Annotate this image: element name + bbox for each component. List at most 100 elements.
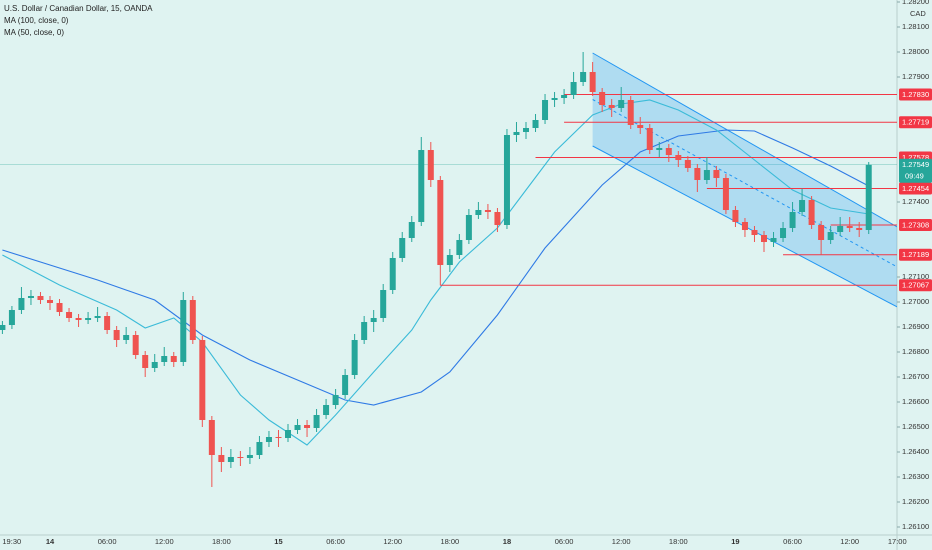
- x-tick-label: 12:00: [155, 537, 174, 546]
- candle-body: [808, 200, 815, 225]
- level-price-box: [899, 279, 932, 292]
- x-tick-label: 12:00: [840, 537, 859, 546]
- candle-body: [865, 164, 872, 230]
- level-price-label: 1.27454: [902, 184, 929, 193]
- candle-body: [142, 355, 149, 368]
- candle-body: [694, 168, 701, 180]
- x-tick-label: 12:00: [612, 537, 631, 546]
- candle-body: [123, 335, 130, 340]
- moving-average: [2, 99, 869, 446]
- y-tick-label: 1.27100: [902, 272, 929, 281]
- candle-body: [846, 226, 853, 228]
- candle-body: [361, 322, 368, 340]
- candle-body: [599, 92, 606, 105]
- candle-body: [580, 72, 587, 82]
- legend-entry: MA (100, close, 0): [4, 16, 69, 25]
- candle-body: [18, 298, 25, 310]
- x-tick-label: 18:00: [212, 537, 231, 546]
- candle-body: [75, 318, 82, 320]
- candle-body: [27, 296, 34, 298]
- candle-body: [304, 425, 311, 428]
- candle-body: [275, 437, 282, 438]
- candle-body: [380, 290, 387, 318]
- candle-body: [342, 375, 349, 395]
- last-price-label: 1.27549: [902, 160, 929, 169]
- level-price-box: [899, 116, 932, 129]
- x-tick-label: 19:30: [2, 537, 21, 546]
- x-tick-label: 18:00: [440, 537, 459, 546]
- y-tick-label: 1.26500: [902, 422, 929, 431]
- candle-body: [85, 318, 92, 320]
- symbol-title: U.S. Dollar / Canadian Dollar, 15, OANDA: [4, 4, 153, 13]
- candle-body: [256, 442, 263, 455]
- countdown-label: 09:49: [905, 172, 924, 181]
- candle-body: [656, 148, 663, 150]
- candle-body: [494, 212, 501, 225]
- plot-area: [0, 52, 897, 487]
- candle-body: [0, 325, 6, 330]
- candle-body: [427, 150, 434, 180]
- candle-body: [94, 316, 101, 318]
- y-tick-label: 1.27900: [902, 72, 929, 81]
- y-tick-label: 1.26900: [902, 322, 929, 331]
- candle-body: [770, 238, 777, 242]
- candle-body: [837, 226, 844, 232]
- level-price-label: 1.27308: [902, 220, 929, 229]
- x-tick-label: 17:00: [888, 537, 907, 546]
- candle-body: [208, 420, 215, 455]
- y-tick-label: 1.28200: [902, 0, 929, 6]
- y-tick-label: 1.26100: [902, 522, 929, 531]
- y-tick-label: 1.26200: [902, 497, 929, 506]
- candle-body: [227, 457, 234, 462]
- candle-body: [570, 82, 577, 95]
- level-price-label: 1.27578: [902, 153, 929, 162]
- moving-average: [2, 129, 869, 406]
- candle-body: [370, 318, 377, 322]
- level-price-label: 1.27067: [902, 281, 929, 290]
- candle-body: [475, 210, 482, 215]
- candle-body: [456, 240, 463, 255]
- x-tick-label: 06:00: [783, 537, 802, 546]
- candle-body: [780, 228, 787, 238]
- y-tick-label: 1.28000: [902, 47, 929, 56]
- y-tick-label: 1.26400: [902, 447, 929, 456]
- x-tick-label: 19: [731, 537, 739, 546]
- candle-body: [513, 132, 520, 135]
- candle-body: [713, 170, 720, 178]
- candle-body: [399, 238, 406, 258]
- x-tick-label: 18: [503, 537, 511, 546]
- candle-body: [703, 170, 710, 180]
- candle-body: [323, 405, 330, 415]
- y-tick-label: 1.26300: [902, 472, 929, 481]
- candle-body: [313, 415, 320, 428]
- candle-body: [161, 356, 168, 362]
- candle-body: [646, 128, 653, 150]
- candle-body: [285, 430, 291, 438]
- y-tick-label: 1.27400: [902, 197, 929, 206]
- candle-body: [265, 437, 272, 442]
- candle-body: [532, 120, 539, 128]
- candle-body: [503, 135, 510, 225]
- candle-body: [437, 180, 444, 265]
- channel-upper: [592, 52, 897, 228]
- last-price-box: [899, 158, 932, 183]
- candle-body: [294, 425, 301, 430]
- level-price-box: [899, 88, 932, 101]
- y-tick-label: 1.26800: [902, 347, 929, 356]
- candle-body: [789, 212, 796, 228]
- y-tick-label: 1.26700: [902, 372, 929, 381]
- candle-body: [618, 100, 625, 108]
- level-price-box: [899, 182, 932, 195]
- candle-body: [199, 340, 206, 420]
- candle-body: [751, 230, 758, 235]
- candle-body: [675, 155, 682, 160]
- candle-body: [351, 340, 358, 375]
- candle-body: [523, 128, 529, 132]
- candle-body: [722, 178, 729, 210]
- candle-body: [542, 100, 549, 120]
- candle-body: [465, 215, 472, 240]
- candle-body: [132, 335, 139, 355]
- candle-body: [665, 148, 672, 155]
- x-tick-label: 15: [274, 537, 282, 546]
- y-tick-label: 1.27000: [902, 297, 929, 306]
